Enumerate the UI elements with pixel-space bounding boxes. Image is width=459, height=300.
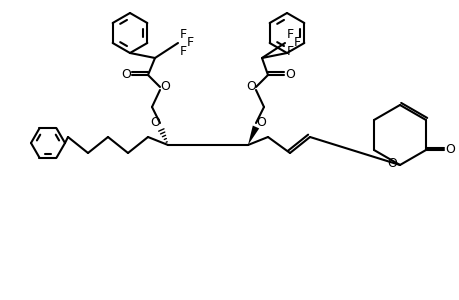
Text: F: F	[293, 35, 300, 49]
Text: O: O	[285, 68, 294, 80]
Text: O: O	[160, 80, 169, 92]
Text: O: O	[246, 80, 255, 92]
Text: O: O	[256, 116, 265, 128]
Text: O: O	[150, 116, 160, 128]
Text: F: F	[186, 35, 193, 49]
Text: O: O	[444, 142, 454, 155]
Text: F: F	[179, 44, 186, 58]
Text: O: O	[386, 157, 396, 170]
Polygon shape	[247, 126, 258, 145]
Text: F: F	[286, 44, 293, 58]
Text: O: O	[121, 68, 131, 80]
Text: F: F	[286, 28, 293, 40]
Text: F: F	[179, 28, 186, 40]
